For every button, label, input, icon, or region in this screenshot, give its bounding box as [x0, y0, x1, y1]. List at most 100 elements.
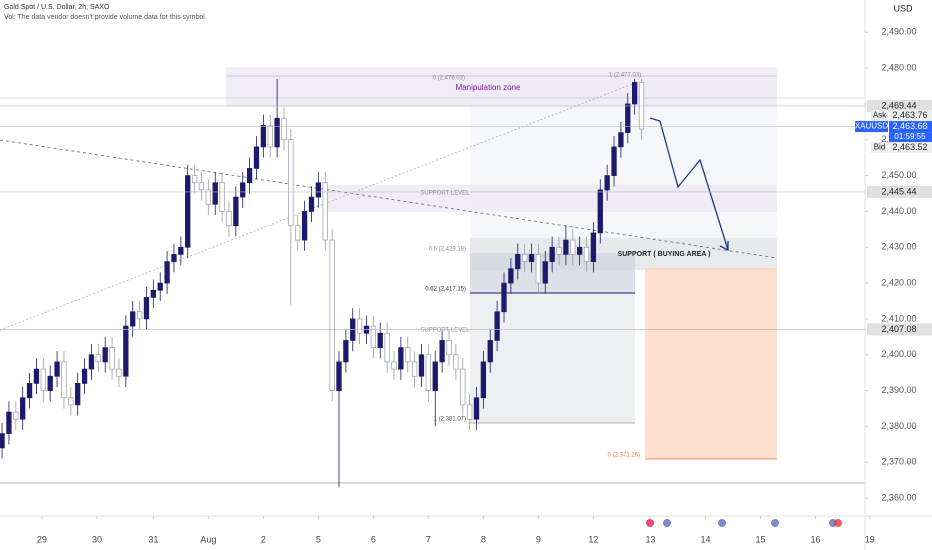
event-icon[interactable]	[771, 519, 779, 527]
candle-body	[61, 361, 67, 399]
fib-label: 1 (2,477.03)	[609, 73, 641, 79]
candle-body	[618, 132, 624, 148]
candle-body	[233, 196, 239, 227]
candle-body	[88, 354, 95, 370]
candle-body	[157, 282, 163, 291]
price-label-box	[867, 323, 932, 336]
quote-value-box	[889, 142, 932, 154]
y-tick-label: 2,360.00	[881, 492, 916, 502]
price-label-box	[867, 185, 932, 198]
candle-body	[384, 332, 390, 363]
candle-body	[102, 347, 108, 363]
candle-body	[542, 261, 548, 284]
candle-body	[418, 354, 425, 377]
candle-body	[632, 82, 638, 105]
candle-body	[295, 225, 301, 241]
candle-body	[425, 354, 432, 391]
event-icon[interactable]	[834, 519, 842, 527]
candle-body	[13, 411, 19, 420]
zone-rect	[226, 67, 777, 107]
candle-body	[405, 347, 411, 363]
symbol-title: Gold Spot / U.S. Dollar, 2h, SAXO	[4, 4, 110, 11]
volume-note: Vol: The data vendor doesn't provide vol…	[4, 14, 207, 21]
y-tick-label: 2,370.00	[881, 457, 916, 467]
event-icon[interactable]	[718, 519, 726, 527]
candle-body	[391, 361, 397, 370]
candle-body	[150, 289, 156, 298]
candle-body	[240, 182, 246, 198]
quote-name: Ask	[873, 111, 887, 120]
x-tick-label: 2	[261, 534, 266, 544]
candle-body	[116, 368, 122, 377]
candle-body	[535, 254, 542, 284]
candle-body	[226, 211, 232, 227]
candle-body	[40, 368, 46, 391]
x-tick-label: 7	[426, 534, 431, 544]
candle-body	[288, 139, 294, 227]
candle-body	[453, 354, 459, 370]
x-tick-label: 8	[481, 534, 486, 544]
y-tick-label: 2,430.00	[881, 242, 916, 252]
y-tick-label: 2,420.00	[881, 277, 916, 287]
fib-label: 0 (2,476.03)	[433, 76, 465, 82]
candle-body	[33, 368, 40, 384]
candle-body	[246, 168, 253, 184]
candle-body	[171, 254, 177, 262]
candle-body	[205, 189, 211, 205]
candle-body	[6, 411, 12, 434]
candle-body	[549, 246, 555, 262]
x-tick-label: 31	[148, 534, 158, 544]
countdown: 01:59:55	[894, 132, 926, 141]
currency: USD	[893, 3, 913, 13]
fib-diagonal	[0, 82, 636, 331]
annotation: Manipulation zone	[456, 83, 521, 92]
candle-body	[20, 397, 26, 420]
x-tick-label: 14	[700, 534, 710, 544]
candle-body	[95, 354, 101, 363]
candle-body	[178, 246, 184, 255]
candle-body	[123, 325, 129, 377]
arrow-head	[719, 241, 729, 252]
candle-body	[370, 325, 377, 348]
candle-body	[590, 232, 597, 262]
candle-body	[583, 246, 590, 262]
price-label: 2,469.44	[881, 100, 916, 110]
candle-body	[343, 340, 349, 363]
event-icon[interactable]	[646, 519, 654, 527]
trend-line	[0, 139, 778, 259]
candle-body	[267, 125, 273, 148]
candle-body	[198, 182, 205, 191]
candle-body	[377, 332, 383, 348]
candle-body	[191, 175, 198, 184]
x-tick-label: 6	[371, 534, 376, 544]
y-tick-label: 2,490.00	[881, 27, 916, 37]
candle-body	[301, 211, 308, 241]
candle-body	[528, 254, 535, 262]
quote-value-box	[889, 110, 932, 122]
candle-body	[315, 182, 322, 198]
x-tick-label: 16	[810, 534, 820, 544]
quote-name: Bid	[874, 143, 886, 152]
x-tick-label: 29	[37, 534, 47, 544]
forecast-arrow	[649, 117, 729, 251]
candle-body	[439, 340, 445, 363]
event-icon[interactable]	[663, 519, 671, 527]
candle-body	[281, 117, 287, 141]
candle-body	[487, 340, 493, 363]
y-tick-label: 2,390.00	[881, 385, 916, 395]
y-tick-label: 2,450.00	[881, 170, 916, 180]
candle-body	[473, 397, 480, 420]
y-tick-label: 2,380.00	[881, 421, 916, 431]
quote-name-box	[871, 110, 888, 122]
x-tick-label: 13	[645, 534, 655, 544]
quote-value: 2,463.68	[892, 121, 927, 131]
candle-body	[185, 175, 191, 248]
y-tick-label: 2,440.00	[881, 206, 916, 216]
candle-body	[466, 404, 473, 420]
fib-label: 1 (2,381.07)	[434, 417, 466, 423]
candle-body	[26, 383, 33, 399]
fib-label: 0.5 (2,429.19)	[429, 247, 466, 253]
countdown-box	[889, 132, 932, 143]
price-label: 2,445.44	[881, 186, 916, 196]
candle-body	[68, 397, 74, 406]
